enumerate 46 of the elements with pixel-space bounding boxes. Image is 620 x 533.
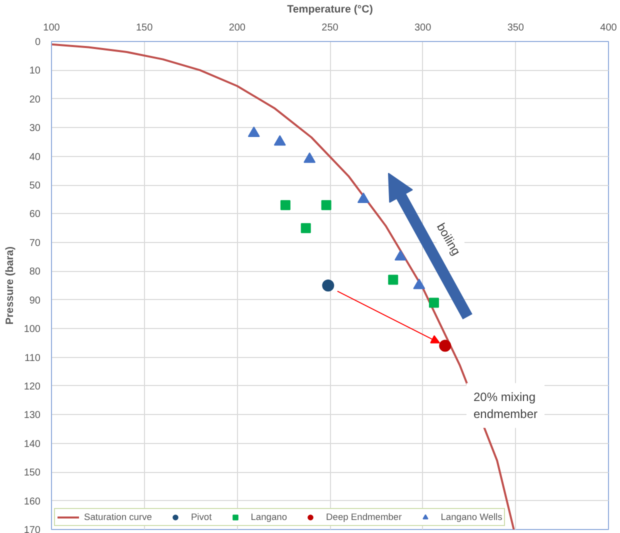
point (322, 280, 334, 292)
y-tick-label: 60 (29, 209, 41, 220)
y-tick-label: 120 (24, 381, 41, 392)
x-tick-label: 300 (414, 22, 432, 34)
x-tick-label: 400 (600, 22, 618, 34)
point (280, 200, 290, 210)
y-axis-title: Pressure (bara) (4, 246, 16, 325)
point (304, 152, 316, 163)
legend-label: Langano Wells (440, 511, 502, 523)
x-tick-label: 150 (136, 22, 154, 34)
x-axis-title: Temperature (°C) (287, 4, 374, 16)
point (428, 298, 439, 308)
x-tick-label: 200 (228, 22, 246, 34)
legend-label: Langano (250, 511, 288, 523)
y-tick-label: 130 (24, 410, 41, 422)
y-tick-label: 70 (29, 238, 41, 249)
y-tick-label: 90 (29, 295, 41, 306)
point (248, 126, 260, 138)
y-tick-label: 160 (24, 496, 41, 508)
y-tick-label: 20 (29, 94, 41, 106)
legend-label: Saturation curve (84, 511, 152, 523)
x-tick-label: 250 (322, 22, 339, 34)
y-tick-label: 10 (29, 66, 41, 77)
y-tick-label: 110 (24, 352, 41, 364)
point (321, 200, 332, 210)
y-tick-label: 50 (29, 180, 41, 192)
point (357, 192, 370, 204)
y-tick-label: 170 (24, 525, 41, 533)
point (394, 250, 407, 260)
y-tick-label: 140 (24, 438, 41, 450)
y-tick-label: 100 (24, 324, 41, 336)
legend-label: Pivot (190, 511, 212, 523)
annotation: 20% mixing endmember (473, 390, 538, 421)
point (388, 274, 398, 285)
y-tick-label: 150 (24, 468, 41, 479)
legend-label: Deep Endmember (326, 511, 402, 523)
point (300, 223, 311, 234)
y-tick-label: 40 (29, 152, 41, 163)
point (439, 340, 452, 352)
x-tick-label: 350 (507, 22, 524, 34)
point (274, 135, 286, 146)
y-tick-label: 30 (29, 123, 41, 134)
x-tick-label: 100 (43, 22, 60, 34)
y-tick-label: 80 (29, 266, 41, 278)
point (413, 278, 426, 290)
y-tick-label: 0 (34, 37, 41, 48)
